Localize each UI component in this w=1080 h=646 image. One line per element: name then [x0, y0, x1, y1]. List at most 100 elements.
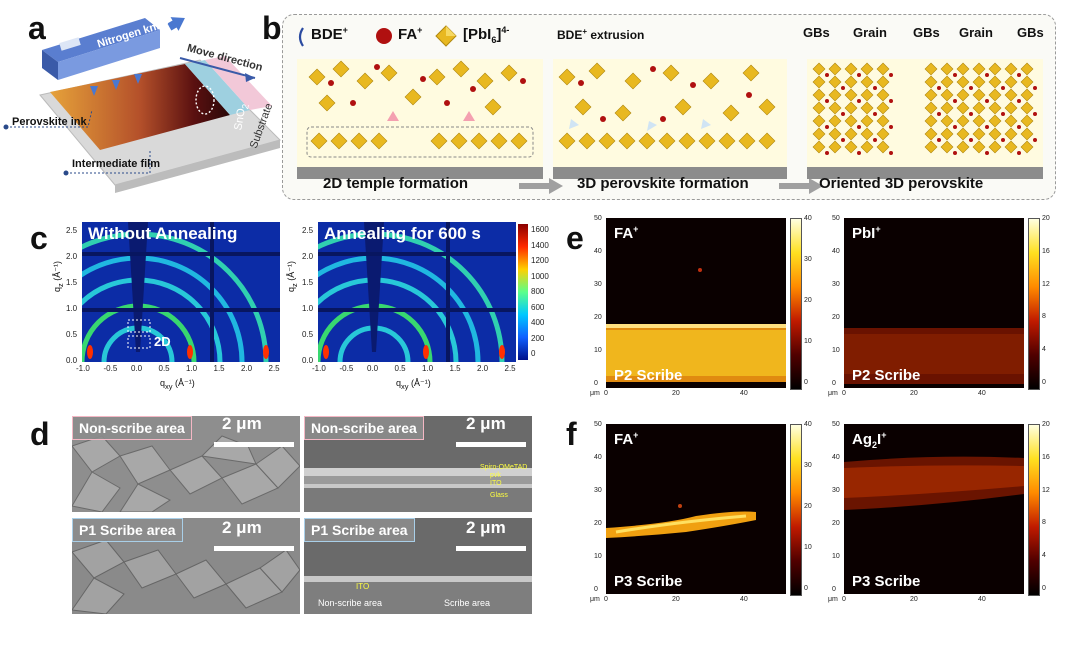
scale-text: 2 μm — [466, 416, 506, 433]
colorbar-tick: 0 — [804, 585, 808, 592]
tof-y-tick: 10 — [832, 553, 840, 560]
layer-glass: Glass — [490, 492, 508, 499]
fa-cation — [969, 86, 973, 90]
ion-label: FA+ — [614, 224, 639, 242]
panel-label-a: a — [28, 10, 46, 46]
octahedron — [844, 75, 858, 89]
octahedron — [956, 101, 970, 115]
y-tick: 2.5 — [66, 226, 78, 235]
tof-y-tick: 20 — [594, 520, 602, 527]
tof-y-tick: 50 — [832, 421, 840, 428]
fa-cation — [985, 73, 989, 77]
giwaxs-y-label-left: qz (Å⁻¹) — [52, 260, 65, 292]
octahedron — [1004, 140, 1018, 154]
tof-map — [606, 218, 786, 388]
octahedron — [924, 114, 938, 128]
x-tick: 2.0 — [241, 364, 253, 373]
y-tick: 1.0 — [66, 304, 78, 313]
ion-label: FA+ — [614, 430, 639, 448]
octahedron — [956, 114, 970, 128]
sem-tag: Non-scribe area — [72, 416, 192, 440]
x-tick: -0.5 — [339, 364, 354, 373]
tof-map — [606, 424, 786, 594]
sem-top-nonscribe: Non-scribe area 2 μm — [72, 416, 300, 512]
fa-cation — [969, 138, 973, 142]
legend-fa: FA+ — [398, 25, 423, 43]
scale-text: 2 μm — [222, 416, 262, 433]
octahedron — [876, 140, 890, 154]
octahedron — [956, 62, 970, 76]
scale-text: 2 μm — [466, 518, 506, 537]
fa-cation — [857, 73, 861, 77]
fa-cation — [873, 86, 877, 90]
colorbar-tick: 12 — [1042, 486, 1050, 494]
stage2-caption: 3D perovskite formation — [577, 175, 749, 192]
fa-cation — [825, 151, 829, 155]
fa-cation — [1017, 73, 1021, 77]
scribe-label: P2 Scribe — [852, 367, 921, 384]
colorbar-tick: 30 — [804, 256, 812, 263]
colorbar-tick: 0 — [1042, 585, 1046, 592]
octahedron — [876, 62, 890, 76]
y-tick: 1.5 — [302, 278, 314, 287]
panel-b-process: BDE+ FA+ [PbI6]4- BDE+ extrusion GBs Gra… — [282, 14, 1056, 200]
fa-cation — [953, 151, 957, 155]
x-tick: -1.0 — [76, 364, 90, 373]
octahedron — [988, 114, 1002, 128]
fa-cation — [953, 125, 957, 129]
ion-label: PbI+ — [852, 224, 881, 242]
octahedron — [956, 75, 970, 89]
colorbar-tick: 1400 — [531, 240, 549, 250]
y-tick: 2.0 — [66, 252, 78, 261]
tof-unit: μm — [828, 596, 838, 603]
scale-bar — [214, 546, 294, 551]
octahedron — [924, 75, 938, 89]
octahedron — [988, 140, 1002, 154]
giwaxs-left: Without Annealing 2D — [82, 222, 280, 362]
scale-bar — [456, 546, 526, 551]
tof-y-tick: 20 — [832, 520, 840, 527]
tof-unit: μm — [590, 596, 600, 603]
colorbar-tick: 0 — [1042, 379, 1046, 386]
tof-x-tick: 40 — [740, 390, 748, 397]
octahedron — [924, 62, 938, 76]
tof-f-ag2i: Ag2I+ P3 Scribe — [844, 424, 1024, 594]
scribe-arrow-label: Scribe area — [444, 598, 491, 608]
tof-y-tick: 10 — [594, 553, 602, 560]
panel-label-e: e — [566, 220, 584, 256]
tof-e-pbi: PbI+ P2 Scribe — [844, 218, 1024, 388]
tof-y-tick: 40 — [832, 248, 840, 255]
y-tick: 1.0 — [302, 304, 314, 313]
sem-cross-section — [304, 518, 532, 614]
tof-x-tick: 40 — [978, 390, 986, 397]
octahedron — [812, 101, 826, 115]
octahedron — [988, 75, 1002, 89]
x-tick: 0.0 — [367, 364, 379, 373]
fa-cation — [937, 112, 941, 116]
octahedron — [844, 127, 858, 141]
colorbar-tick: 20 — [804, 297, 812, 304]
tof-f-fa: FA+ P3 Scribe — [606, 424, 786, 594]
tof-unit: μm — [590, 390, 600, 397]
x-tick: -0.5 — [103, 364, 118, 373]
fa-cation — [1033, 138, 1037, 142]
stage2-substrate — [553, 167, 787, 179]
fa-cation — [1033, 112, 1037, 116]
octahedron — [940, 114, 954, 128]
colorbar-tick: 8 — [1042, 313, 1046, 321]
x-tick: 0.0 — [131, 364, 143, 373]
giwaxs-right-pattern — [318, 222, 516, 362]
fa-cation — [857, 99, 861, 103]
tof-y-tick: 0 — [594, 380, 598, 387]
x-tick: 1.0 — [422, 364, 434, 373]
legend-bde: BDE+ — [311, 25, 348, 43]
tof-x-tick: 0 — [842, 596, 846, 603]
tof-y-tick: 0 — [594, 586, 598, 593]
colorbar-tick: 12 — [1042, 280, 1050, 288]
giwaxs-left-title: Without Annealing — [88, 224, 238, 243]
tof-x-tick: 20 — [672, 390, 680, 397]
fa-cation — [1017, 99, 1021, 103]
octahedron — [876, 114, 890, 128]
ion-label: Ag2I+ — [852, 430, 887, 450]
fa-cation — [1001, 138, 1005, 142]
